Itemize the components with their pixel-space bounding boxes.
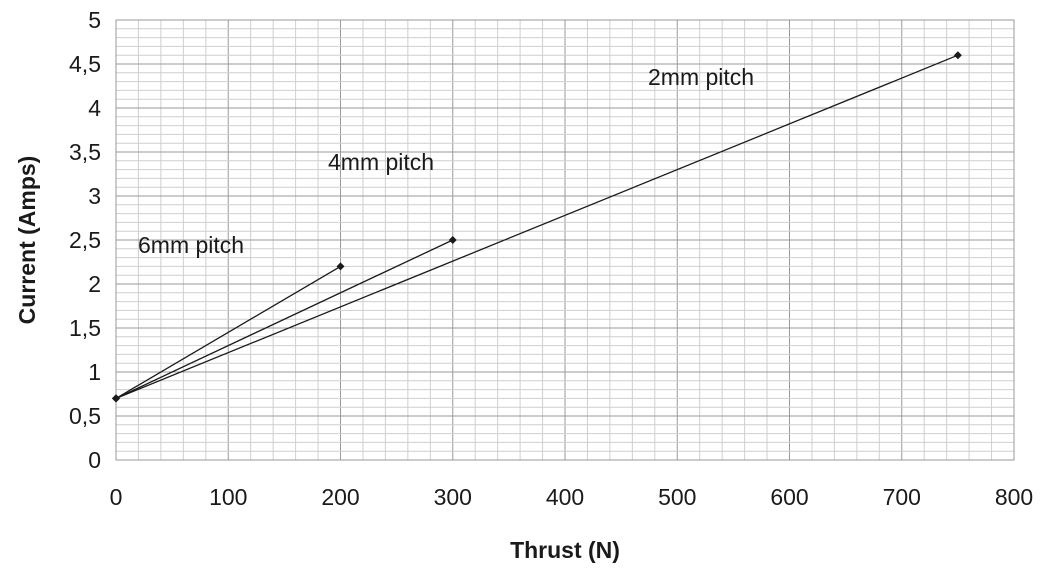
x-axis-title: Thrust (N) bbox=[510, 537, 620, 563]
grid bbox=[115, 19, 1015, 461]
data-point-marker bbox=[112, 394, 120, 403]
plot-frame bbox=[115, 19, 1015, 461]
series-line-2 bbox=[115, 54, 959, 400]
series-line-1 bbox=[115, 239, 454, 399]
data-point-marker bbox=[448, 236, 457, 244]
x-tick-label: 100 bbox=[209, 484, 247, 510]
y-axis-ticks: 0 0,5 1 1,5 2 2,5 3 3,5 4 4,5 5 bbox=[69, 7, 101, 473]
x-tick-label: 700 bbox=[883, 484, 921, 510]
y-tick-label: 2 bbox=[88, 271, 101, 297]
y-tick-label: 0 bbox=[88, 447, 101, 473]
y-tick-label: 1 bbox=[88, 359, 101, 385]
series-label: 6mm pitch bbox=[138, 232, 244, 258]
series-label: 2mm pitch bbox=[648, 64, 754, 90]
x-tick-label: 800 bbox=[995, 484, 1033, 510]
data-point-marker bbox=[336, 262, 345, 271]
series-line-0 bbox=[115, 265, 341, 399]
y-axis-title: Current (Amps) bbox=[14, 156, 40, 325]
y-tick-label: 3,5 bbox=[69, 139, 101, 165]
x-tick-label: 500 bbox=[658, 484, 696, 510]
series-annotations: 6mm pitch 4mm pitch 2mm pitch bbox=[138, 64, 754, 258]
x-tick-label: 400 bbox=[546, 484, 584, 510]
data-point-marker bbox=[953, 51, 962, 60]
y-tick-label: 4,5 bbox=[69, 51, 101, 77]
y-tick-label: 5 bbox=[88, 7, 101, 33]
x-axis-ticks: 0 100 200 300 400 500 600 700 800 bbox=[110, 484, 1034, 510]
y-tick-label: 4 bbox=[88, 95, 101, 121]
x-tick-label: 600 bbox=[770, 484, 808, 510]
y-tick-label: 1,5 bbox=[69, 315, 101, 341]
x-tick-label: 0 bbox=[110, 484, 123, 510]
series-label: 4mm pitch bbox=[328, 149, 434, 175]
y-tick-label: 2,5 bbox=[69, 227, 101, 253]
x-tick-label: 200 bbox=[321, 484, 359, 510]
y-tick-label: 0,5 bbox=[69, 403, 101, 429]
series-group bbox=[112, 51, 962, 403]
x-tick-label: 300 bbox=[434, 484, 472, 510]
y-tick-label: 3 bbox=[88, 183, 101, 209]
